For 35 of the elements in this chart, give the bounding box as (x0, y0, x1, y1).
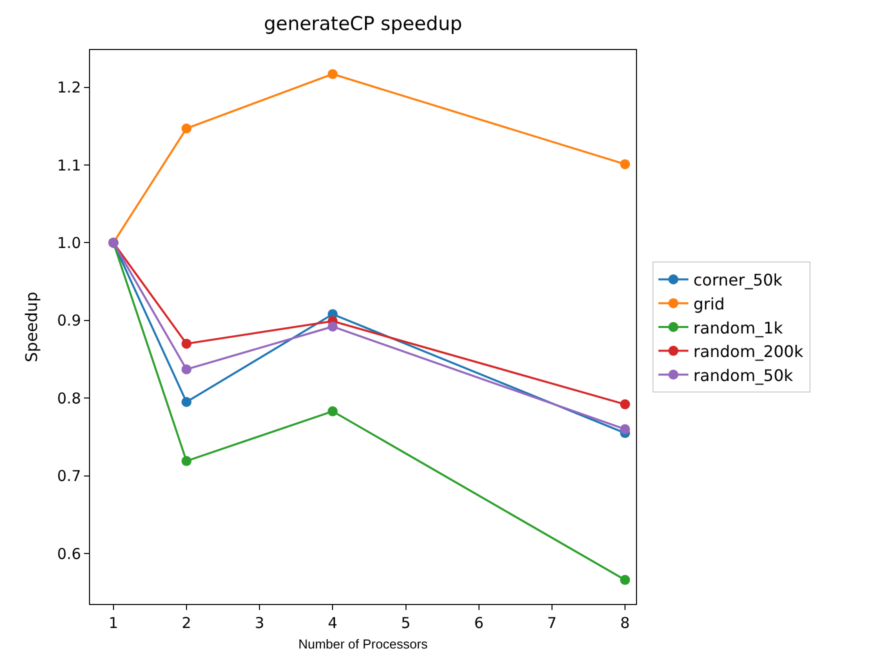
point (620, 574, 630, 585)
y-tick-label: 0.8 (57, 389, 81, 408)
point (328, 322, 338, 332)
y-tick-label: 0.9 (57, 312, 81, 330)
x-tick-label: 5 (400, 614, 411, 632)
point (328, 406, 338, 416)
point (181, 123, 192, 134)
y-axis-title: Speedup (22, 292, 42, 362)
x-tick-label: 7 (547, 614, 557, 632)
x-tick-label: 6 (474, 614, 484, 632)
point (620, 399, 630, 410)
x-tick-label: 1 (108, 614, 118, 632)
x-axis-title: Number of Processors (298, 636, 428, 652)
legend-label: corner_50k (693, 270, 784, 290)
x-tick-label: 2 (182, 614, 192, 632)
point (328, 69, 338, 80)
x-tick-label: 4 (328, 614, 338, 632)
point (181, 338, 192, 349)
point (181, 364, 192, 374)
legend-label: random_200k (693, 342, 804, 362)
legend-label: random_1k (693, 318, 784, 338)
legend-label: random_50k (693, 366, 794, 385)
chart-title: generateCP speedup (264, 12, 462, 35)
legend-label: grid (693, 294, 725, 314)
x-tick-label: 3 (254, 614, 264, 632)
y-tick-label: 1.2 (57, 78, 81, 97)
y-tick-label: 0.7 (57, 467, 81, 486)
point (181, 456, 192, 466)
point (181, 396, 192, 407)
point (620, 159, 630, 170)
y-tick-label: 0.6 (57, 544, 81, 563)
point (620, 424, 630, 434)
y-tick-label: 1.0 (57, 234, 81, 252)
x-tick-label: 8 (620, 614, 630, 632)
y-tick-label: 1.1 (57, 156, 81, 174)
